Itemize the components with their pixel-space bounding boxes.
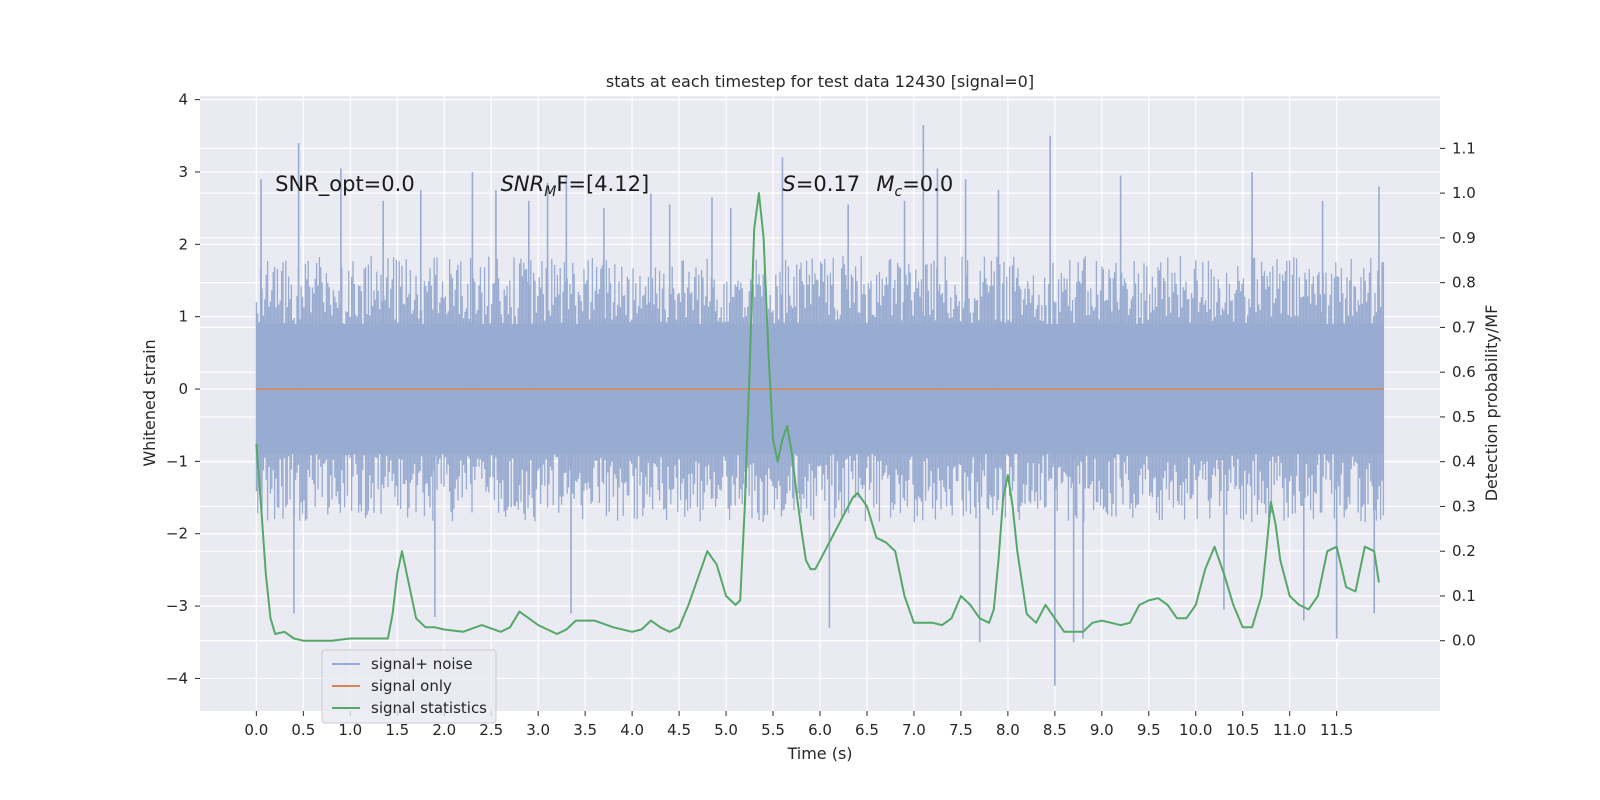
x-tick-label-2: 1.0 [338, 721, 362, 739]
x-tick-label-1: 0.5 [291, 721, 315, 739]
y2-tick-label-0: 0.0 [1452, 632, 1476, 650]
annotation-1: SNRMF=[4.12] [501, 172, 650, 200]
x-tick-label-6: 3.0 [526, 721, 550, 739]
y2-tick-label-1: 0.1 [1452, 587, 1476, 605]
y-tick-label-3: −1 [166, 452, 188, 470]
legend-box [321, 649, 497, 724]
series-signal-statistics [255, 192, 1380, 642]
y2-tick-label-2: 0.2 [1452, 542, 1476, 560]
x-tick-label-13: 6.5 [855, 721, 879, 739]
legend-label-signal-only: signal only [371, 677, 452, 695]
y2-tick-label-6: 0.6 [1452, 363, 1476, 381]
y2-tick-label-7: 0.7 [1452, 318, 1476, 336]
x-tick-label-22: 11.0 [1273, 721, 1306, 739]
y-tick-label-2: −2 [166, 525, 188, 543]
x-tick-label-17: 8.5 [1043, 721, 1067, 739]
annotation-3: Mc=0.0 [876, 172, 953, 200]
x-tick-label-21: 10.5 [1226, 721, 1259, 739]
x-tick-label-19: 9.5 [1137, 721, 1161, 739]
y-tick-label-7: 3 [178, 163, 188, 181]
x-tick-label-20: 10.0 [1179, 721, 1212, 739]
x-tick-label-8: 4.0 [620, 721, 644, 739]
y-tick-label-1: −3 [166, 597, 188, 615]
x-tick-label-5: 2.5 [479, 721, 503, 739]
legend: signal+ noise signal only signal statist… [321, 649, 497, 724]
y-tick-label-0: −4 [166, 669, 188, 687]
signal-statistics-line [255, 192, 1380, 642]
legend-label-signal-noise: signal+ noise [371, 655, 473, 673]
y2-axis-label: Detection probability/MF [1482, 305, 1501, 502]
y2-tick-label-3: 0.3 [1452, 497, 1476, 515]
x-tick-label-14: 7.0 [902, 721, 926, 739]
x-tick-label-16: 8.0 [996, 721, 1020, 739]
annotations: SNR_opt=0.0 SNRMF=[4.12] S=0.17 Mc=0.0 [275, 172, 953, 200]
y-axis-label: Whitened strain [140, 339, 159, 466]
x-tick-label-3: 1.5 [385, 721, 409, 739]
y-axis-ticks: −4 −3 −2 −1 0 1 2 3 4 [166, 91, 200, 687]
chart-title: stats at each timestep for test data 124… [606, 72, 1034, 91]
y-tick-label-6: 2 [178, 235, 188, 253]
y2-tick-label-11: 1.1 [1452, 139, 1476, 157]
x-tick-label-7: 3.5 [573, 721, 597, 739]
y2-tick-label-5: 0.5 [1452, 408, 1476, 426]
y-tick-label-8: 4 [178, 91, 188, 109]
y-tick-label-4: 0 [178, 380, 188, 398]
x-tick-label-11: 5.5 [761, 721, 785, 739]
y2-tick-label-9: 0.9 [1452, 229, 1476, 247]
x-tick-label-10: 5.0 [714, 721, 738, 739]
y2-axis-ticks: 0.0 0.1 0.2 0.3 0.4 0.5 0.6 0.7 0.8 0.9 1.0 1.1 [1440, 139, 1476, 650]
annotation-0: SNR_opt=0.0 [275, 172, 415, 197]
y2-tick-label-4: 0.4 [1452, 453, 1476, 471]
x-tick-label-23: 11.5 [1320, 721, 1353, 739]
x-axis-label: Time (s) [786, 744, 852, 763]
x-axis-ticks: 0.0 0.5 1.0 1.5 2.0 2.5 3.0 3.5 4.0 4.5 5.0 5.5 6.0 6… [244, 711, 1353, 739]
x-tick-label-9: 4.5 [667, 721, 691, 739]
y2-tick-label-10: 1.0 [1452, 184, 1476, 202]
x-tick-label-18: 9.0 [1090, 721, 1114, 739]
x-tick-label-12: 6.0 [808, 721, 832, 739]
x-tick-label-0: 0.0 [244, 721, 268, 739]
legend-label-signal-statistics: signal statistics [371, 699, 487, 717]
x-tick-label-15: 7.5 [949, 721, 973, 739]
y-tick-label-5: 1 [178, 308, 188, 326]
x-tick-label-4: 2.0 [432, 721, 456, 739]
annotation-2: S=0.17 [782, 172, 860, 196]
y2-tick-label-8: 0.8 [1452, 274, 1476, 292]
